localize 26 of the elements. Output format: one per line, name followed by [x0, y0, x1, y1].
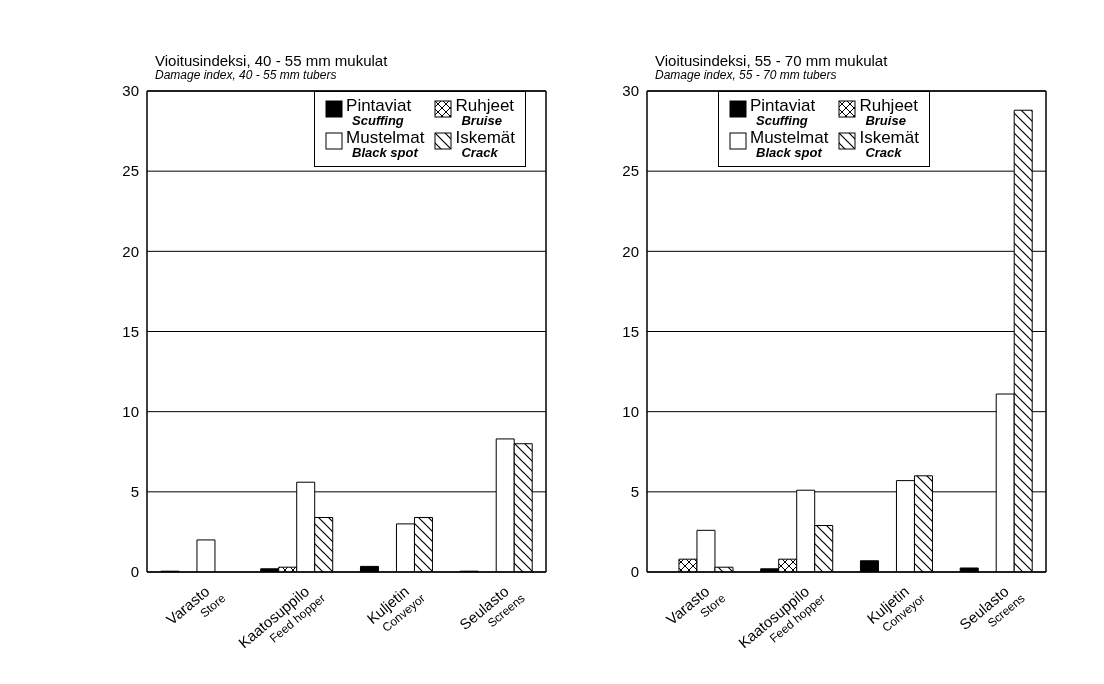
y-tick-label: 25	[622, 162, 639, 180]
legend-label: Iskemät Crack	[455, 128, 515, 160]
y-tick-label: 5	[630, 483, 639, 501]
y-tick-label: 0	[130, 563, 139, 581]
y-tick-label: 30	[122, 82, 139, 100]
legend-label: Mustelmat Black spot	[346, 128, 425, 160]
chart-title: Vioitusindeksi, 55 - 70 mm mukulat	[655, 52, 889, 69]
y-tick-label: 15	[622, 322, 639, 340]
y-tick-label: 15	[122, 322, 139, 340]
chart-subtitle: Damage index, 40 - 55 mm tubers	[155, 68, 338, 82]
legend-label: Iskemät Crack	[859, 128, 919, 160]
chart-subtitle: Damage index, 55 - 70 mm tubers	[655, 68, 838, 82]
legend-label: Ruhjeet Bruise	[859, 96, 919, 128]
y-tick-label: 0	[630, 563, 639, 581]
legend-label: Pintaviat Scuffing	[346, 96, 412, 128]
y-tick-label: 20	[622, 242, 639, 260]
y-tick-label: 20	[122, 242, 139, 260]
y-tick-label: 10	[622, 402, 639, 420]
y-tick-label: 10	[122, 402, 139, 420]
legend-label: Mustelmat Black spot	[750, 128, 829, 160]
y-tick-label: 25	[122, 162, 139, 180]
legend-label: Pintaviat Scuffing	[750, 96, 816, 128]
y-tick-label: 30	[622, 82, 639, 100]
y-tick-label: 5	[130, 483, 139, 501]
chart-title: Vioitusindeksi, 40 - 55 mm mukulat	[155, 52, 389, 69]
legend-label: Ruhjeet Bruise	[455, 96, 515, 128]
